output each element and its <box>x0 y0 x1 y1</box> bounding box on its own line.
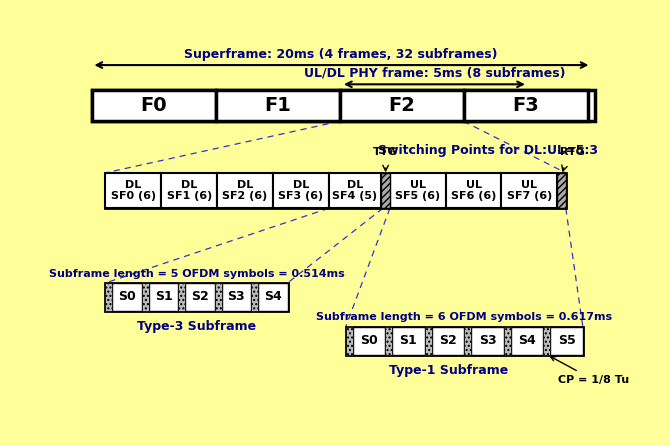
Text: SF4 (5): SF4 (5) <box>332 191 378 201</box>
Text: UL: UL <box>466 180 482 190</box>
Bar <box>543 327 550 355</box>
Bar <box>216 91 340 121</box>
Bar <box>258 283 287 311</box>
Text: CP = 1/8 Tu: CP = 1/8 Tu <box>551 357 628 384</box>
Bar <box>446 173 501 208</box>
Text: Type-1 Subframe: Type-1 Subframe <box>389 364 509 377</box>
Text: F3: F3 <box>512 96 539 116</box>
Bar <box>222 283 251 311</box>
Bar <box>113 283 142 311</box>
Text: Superframe: 20ms (4 frames, 32 subframes): Superframe: 20ms (4 frames, 32 subframes… <box>184 48 498 61</box>
Text: Subframe length = 6 OFDM symbols = 0.617ms: Subframe length = 6 OFDM symbols = 0.617… <box>316 312 612 322</box>
Bar <box>381 173 390 208</box>
Text: UL/DL PHY frame: 5ms (8 subframes): UL/DL PHY frame: 5ms (8 subframes) <box>304 67 565 80</box>
Bar <box>186 283 214 311</box>
Bar <box>550 327 583 355</box>
Bar <box>329 173 381 208</box>
Bar <box>392 327 425 355</box>
Bar <box>501 173 557 208</box>
Text: F1: F1 <box>264 96 291 116</box>
Text: SF2 (6): SF2 (6) <box>222 191 267 201</box>
Bar <box>390 173 446 208</box>
Bar <box>217 173 273 208</box>
Text: SF3 (6): SF3 (6) <box>278 191 324 201</box>
Text: F2: F2 <box>388 96 415 116</box>
Bar <box>161 173 217 208</box>
Text: SF1 (6): SF1 (6) <box>167 191 212 201</box>
Bar <box>511 327 543 355</box>
Text: SF7 (6): SF7 (6) <box>507 191 552 201</box>
Bar <box>352 327 385 355</box>
Text: S1: S1 <box>399 334 417 347</box>
Bar <box>464 327 471 355</box>
Text: S0: S0 <box>360 334 378 347</box>
Text: UL: UL <box>410 180 425 190</box>
Text: SF6 (6): SF6 (6) <box>451 191 496 201</box>
Bar <box>340 91 464 121</box>
Text: S4: S4 <box>264 290 281 303</box>
Bar <box>273 173 329 208</box>
Text: S5: S5 <box>557 334 576 347</box>
Bar <box>471 327 504 355</box>
Text: Switching Points for DL:UL=5:3: Switching Points for DL:UL=5:3 <box>379 144 598 157</box>
Bar <box>105 283 287 311</box>
Text: S4: S4 <box>518 334 536 347</box>
Bar <box>251 283 258 311</box>
Bar <box>425 327 431 355</box>
Text: UL: UL <box>521 180 537 190</box>
Text: DL: DL <box>125 180 141 190</box>
Text: SF0 (6): SF0 (6) <box>111 191 156 201</box>
Bar <box>92 91 595 121</box>
Text: DL: DL <box>347 180 363 190</box>
Bar <box>105 173 565 208</box>
Text: S2: S2 <box>439 334 457 347</box>
Bar <box>431 327 464 355</box>
Bar <box>504 327 511 355</box>
Text: S3: S3 <box>228 290 245 303</box>
Bar <box>92 91 216 121</box>
Text: TTG: TTG <box>373 148 398 157</box>
Text: DL: DL <box>181 180 197 190</box>
Bar <box>346 327 352 355</box>
Bar <box>557 173 565 208</box>
Text: Type-3 Subframe: Type-3 Subframe <box>137 320 256 333</box>
Text: SF5 (6): SF5 (6) <box>395 191 440 201</box>
Bar <box>346 327 583 355</box>
Bar <box>385 327 392 355</box>
Bar <box>178 283 186 311</box>
Text: F0: F0 <box>140 96 167 116</box>
Text: S1: S1 <box>155 290 172 303</box>
Bar <box>214 283 222 311</box>
Text: S3: S3 <box>478 334 496 347</box>
Bar <box>105 173 161 208</box>
Text: DL: DL <box>293 180 309 190</box>
Text: S2: S2 <box>191 290 209 303</box>
Text: S0: S0 <box>119 290 136 303</box>
Bar <box>149 283 178 311</box>
Bar <box>142 283 149 311</box>
Text: DL: DL <box>237 180 253 190</box>
Text: RTG: RTG <box>559 148 584 157</box>
Text: Subframe length = 5 OFDM symbols = 0.514ms: Subframe length = 5 OFDM symbols = 0.514… <box>49 269 344 279</box>
Bar <box>464 91 588 121</box>
Bar <box>105 283 113 311</box>
